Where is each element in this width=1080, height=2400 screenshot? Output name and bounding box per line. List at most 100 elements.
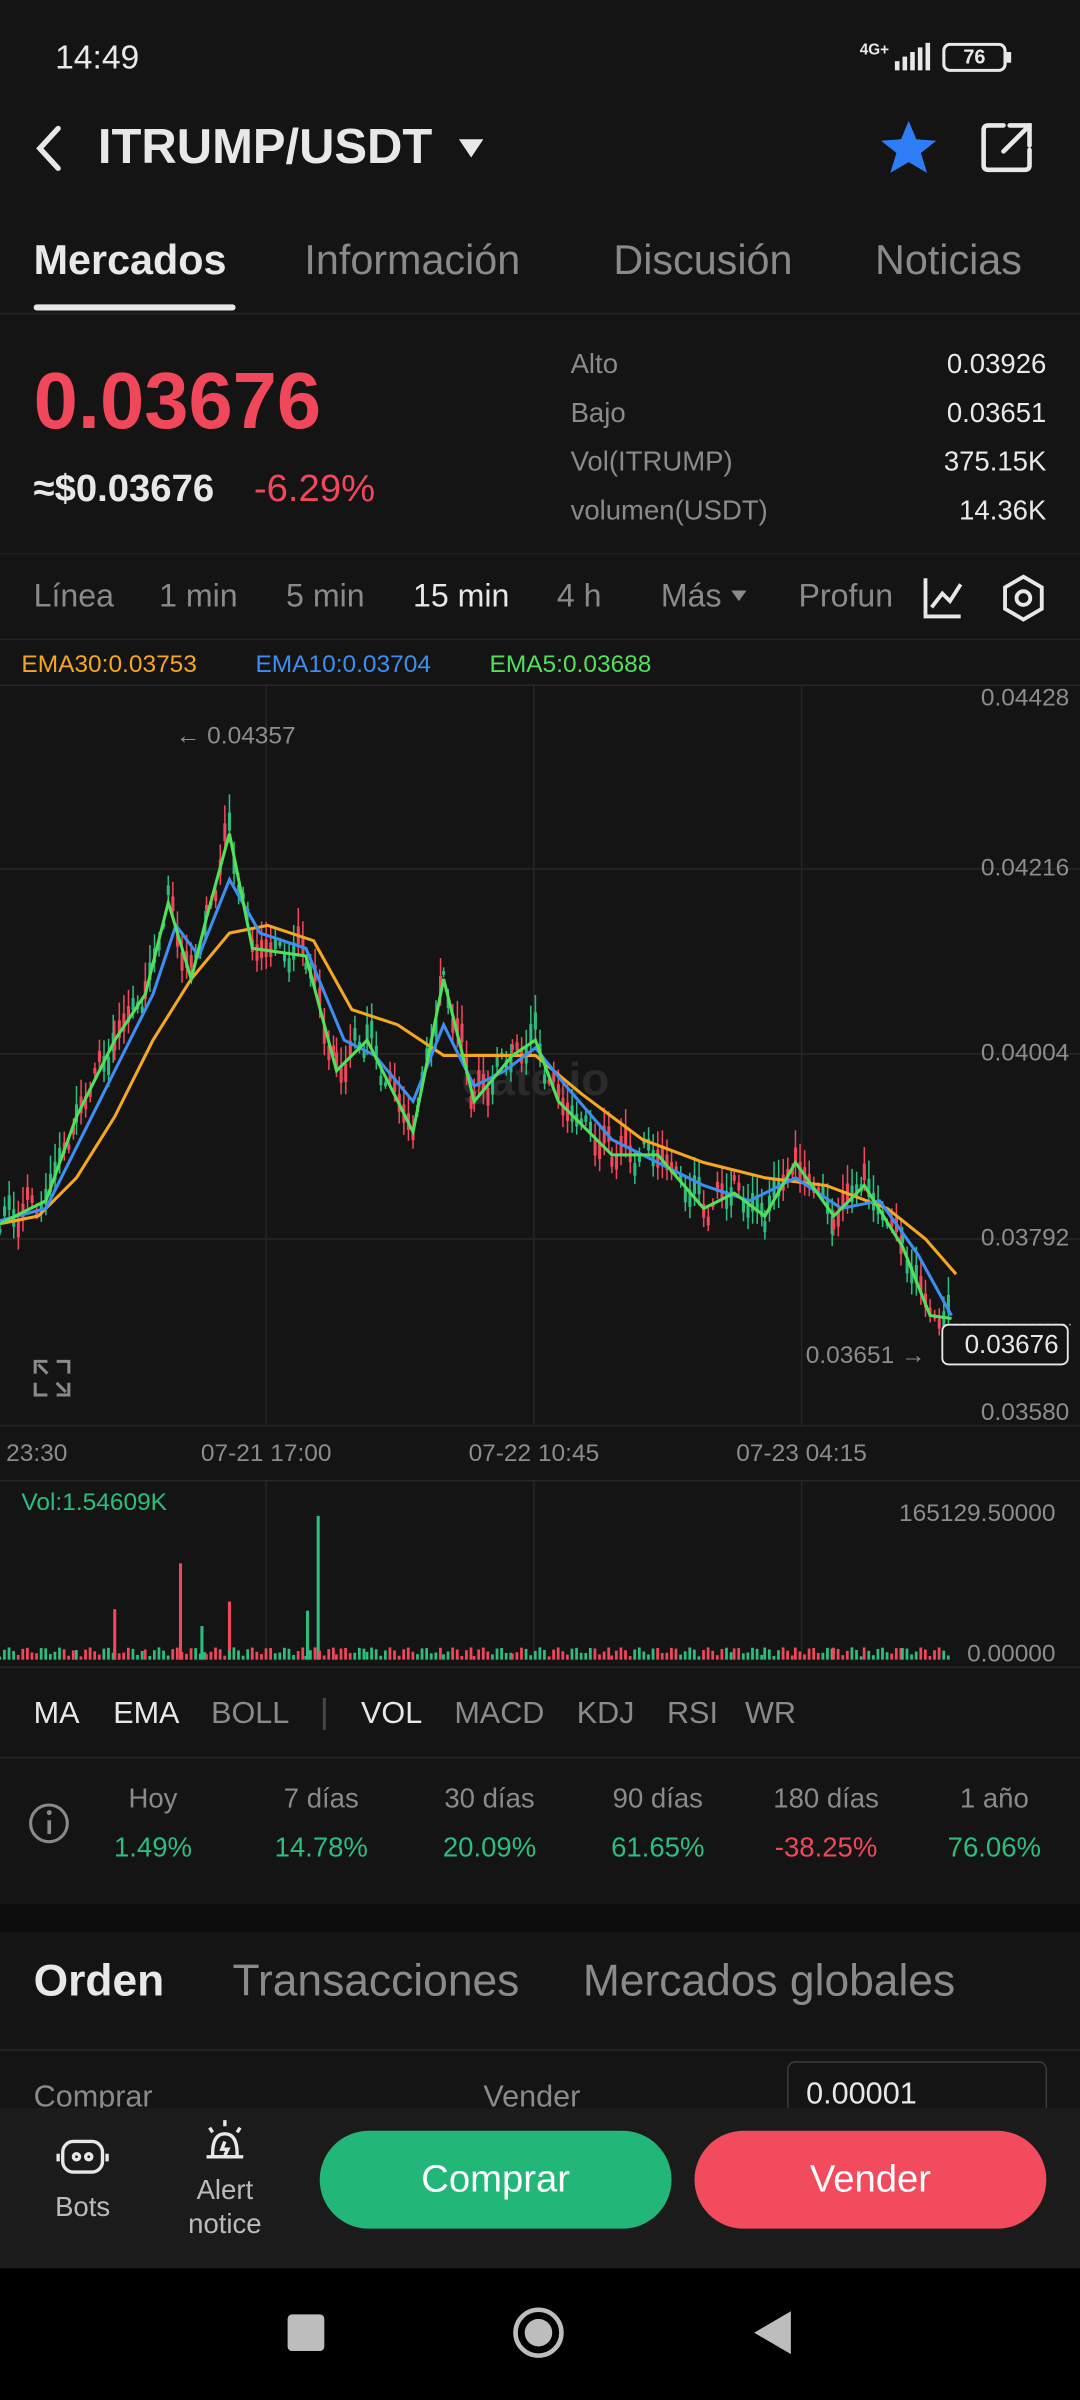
pair-title[interactable]: ITRUMP/USDT [98,120,433,174]
volume-bar [420,1648,424,1660]
volume-bar [292,1654,295,1660]
battery-tip [1006,52,1012,63]
buy-button[interactable] [319,2130,672,2229]
interval[interactable]: 1 min [159,578,238,614]
candle-body [353,1028,357,1041]
recents-button[interactable] [287,2314,325,2352]
precision-value: 0.00001 [806,2077,917,2111]
candle-body [919,1276,923,1294]
indicator[interactable]: RSI [667,1696,718,1730]
volume-bar [715,1655,719,1660]
volume-bar [309,1650,312,1660]
interval[interactable]: 4 h [557,578,602,614]
candle-body [348,1040,352,1057]
period-change: 76.06% [948,1832,1041,1863]
volume-bar [628,1656,632,1660]
candle-body [48,1173,53,1192]
back-button[interactable] [36,125,61,171]
candle-body [793,1147,797,1165]
order-tab[interactable]: Mercados globales [583,1957,955,2006]
candle-body [171,896,175,912]
indicator[interactable]: KDJ [577,1696,635,1730]
icon-part [925,42,931,71]
info-icon[interactable] [29,1803,69,1844]
bots-label[interactable]: Bots [55,2191,110,2222]
tab[interactable]: Noticias [875,237,1022,283]
volume-bar [885,1652,889,1660]
pair-dropdown[interactable] [458,139,484,158]
alert-icon[interactable] [206,2120,244,2159]
candle-body [790,1168,794,1175]
alert-label[interactable]: notice [188,2208,261,2239]
performance: Hoy 1.49% 7 días 14.78% 30 días 20.09% 90 días… [114,1783,1041,1863]
price-change: -6.29% [254,467,375,510]
volume-bar [416,1654,419,1660]
back-nav-button[interactable] [754,2311,791,2355]
candle-body [746,1200,750,1218]
candle-body [166,885,170,896]
signal [894,42,931,71]
candle-body [706,1216,710,1226]
interval[interactable]: 5 min [286,578,365,614]
volume-bar [44,1648,48,1660]
settings-button[interactable] [1003,574,1044,622]
candle-body [455,1018,459,1036]
candle-body [637,1154,641,1163]
tab[interactable]: Información [304,237,520,283]
volume-bar [683,1651,687,1660]
volume-bar [7,1647,11,1660]
fullscreen-button[interactable] [33,1359,71,1397]
candle-body [365,1024,369,1043]
candle-body [660,1148,664,1167]
volume-bar [901,1647,904,1660]
buy-button-label[interactable]: Comprar [421,2157,570,2200]
indicator[interactable]: WR [745,1696,796,1730]
interval[interactable]: Línea [34,578,114,614]
candle-body [679,1174,683,1183]
interval[interactable]: Profun [799,578,894,614]
candle-body [0,1228,2,1233]
volume-bar [214,1647,217,1660]
indicator[interactable]: MA [34,1696,80,1730]
chart-type-button[interactable] [923,578,963,619]
indicator[interactable]: MACD [454,1696,544,1730]
sell-button-label[interactable]: Vender [810,2157,931,2200]
volume-bar [204,1654,208,1660]
favorite-star[interactable] [881,120,937,173]
sell-button[interactable] [694,2130,1047,2229]
volume-bar [624,1650,627,1660]
candle-body [71,1126,75,1135]
bots-icon[interactable] [56,2139,109,2174]
volume-bar [755,1648,759,1660]
volume-bar [237,1650,240,1660]
usd-price: ≈$0.03676 [34,467,214,510]
volume-bar [185,1653,188,1660]
alert-label[interactable]: Alert [197,2174,254,2205]
icon-part [210,2132,239,2159]
candle-body [383,1082,388,1087]
share-button[interactable] [981,123,1032,173]
volume-bar [74,1650,78,1660]
volume-bar [58,1647,61,1660]
volume-bar [491,1654,494,1660]
tab[interactable]: Mercados [34,237,227,283]
interval-selected[interactable]: 15 min [413,578,509,614]
stat-label: Alto [571,348,618,379]
home-button[interactable] [513,2307,564,2358]
volume-bar [777,1650,780,1660]
icon-part [37,1363,49,1375]
candle-body [189,954,193,968]
interval-more[interactable]: Más [661,578,722,614]
icon-part [33,1359,48,1374]
indicator[interactable]: EMA [113,1696,180,1730]
indicator[interactable]: VOL [361,1696,422,1730]
tab[interactable]: Discusión [613,237,792,283]
volume-bar [720,1648,724,1660]
candle-body [157,941,161,951]
order-tab[interactable]: Orden [34,1957,165,2006]
battery-level: 76 [963,46,985,68]
indicator[interactable]: BOLL [211,1696,289,1730]
candle-body [339,1065,343,1083]
order-tab[interactable]: Transacciones [233,1957,520,2006]
